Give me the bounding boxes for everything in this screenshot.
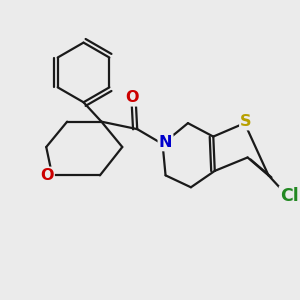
Text: O: O <box>125 90 138 105</box>
Text: S: S <box>240 114 252 129</box>
Text: N: N <box>159 135 172 150</box>
Text: Cl: Cl <box>280 187 299 205</box>
Text: O: O <box>40 168 54 183</box>
